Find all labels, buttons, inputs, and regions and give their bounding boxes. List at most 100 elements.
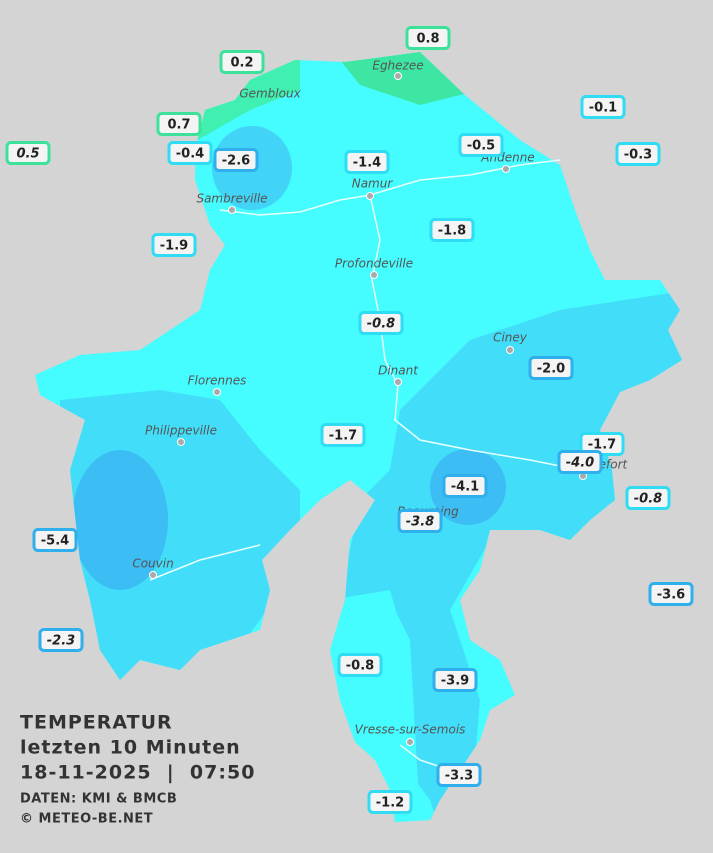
station: -1.7 [320, 423, 366, 447]
city-dot [366, 192, 374, 200]
station-box [320, 423, 366, 447]
city-label: Sambreville [196, 192, 267, 206]
station-box [557, 450, 603, 474]
station-box [429, 218, 475, 242]
station: 0.2 [219, 50, 265, 74]
station-box [436, 763, 482, 787]
station-value: 0.5 [16, 147, 39, 162]
city-label: Profondeville [335, 257, 413, 271]
station: -0.5 [458, 133, 504, 157]
city-dot [394, 378, 402, 386]
station: -2.3 [38, 628, 84, 652]
station-value: -0.8 [367, 317, 395, 332]
station-value: -2.6 [222, 154, 250, 169]
station: -1.4 [344, 150, 390, 174]
city-label: Philippeville [145, 424, 217, 438]
station-box [219, 50, 265, 74]
city-label: Florennes [188, 374, 247, 388]
city-label: Gembloux [239, 87, 301, 101]
station-value: -0.1 [589, 101, 617, 116]
title: TEMPERATUR [20, 712, 173, 734]
station-box [397, 509, 443, 533]
station-box [38, 628, 84, 652]
station: -3.8 [397, 509, 443, 533]
station-box [458, 133, 504, 157]
city-dot [213, 388, 221, 396]
station-box [625, 486, 671, 510]
station: 0.8 [405, 26, 451, 50]
station-value: -2.3 [47, 634, 75, 649]
city-dot [228, 206, 236, 214]
station-value: -1.7 [588, 438, 616, 453]
station-box [5, 141, 51, 165]
station-box [405, 26, 451, 50]
station-value: -0.8 [634, 492, 662, 507]
station: -0.8 [358, 311, 404, 335]
city-label: Ciney [493, 331, 528, 345]
station: -4.1 [442, 474, 488, 498]
station: -1.9 [151, 233, 197, 257]
station-box [358, 311, 404, 335]
station-box [580, 95, 626, 119]
station: 0.7 [156, 112, 202, 136]
city-dot [370, 271, 378, 279]
city-label: Namur [352, 177, 394, 191]
station-value: -3.9 [441, 674, 469, 689]
city-dot [406, 738, 414, 746]
station-value: -0.3 [624, 148, 652, 163]
station-value: -1.9 [160, 239, 188, 254]
station-value: -1.2 [376, 796, 404, 811]
stations: 0.8 0.2 0.7 0.5 -0.1 -0.4 -2.6 -1.4 -0.5 -0.3 -1.8… [5, 26, 694, 814]
station-value: -3.6 [657, 588, 685, 603]
station: -3.3 [436, 763, 482, 787]
station: -2.6 [213, 148, 259, 172]
station-value: -1.8 [438, 224, 466, 239]
station-box [156, 112, 202, 136]
station-value: -2.0 [537, 362, 565, 377]
station-value: -0.8 [346, 659, 374, 674]
station-value: -1.4 [353, 156, 381, 171]
station-value: -0.5 [467, 139, 495, 154]
station-box [367, 790, 413, 814]
station: -5.4 [32, 528, 78, 552]
station-box [213, 148, 259, 172]
station: -0.8 [337, 653, 383, 677]
city-dot [502, 165, 510, 173]
station-box [151, 233, 197, 257]
station: -0.8 [625, 486, 671, 510]
city-dot [394, 72, 402, 80]
station-box [167, 141, 213, 165]
station: -1.7 [579, 432, 625, 456]
station-box [615, 142, 661, 166]
station-value: -1.7 [329, 429, 357, 444]
info-block: TEMPERATUR letzten 10 Minuten 18-11-2025… [20, 712, 254, 827]
source: DATEN: KMI & BMCB [20, 792, 177, 807]
zone [340, 290, 682, 820]
station-box [442, 474, 488, 498]
station-value: -0.4 [176, 147, 204, 162]
station-value: 0.8 [416, 32, 439, 47]
station: -0.3 [615, 142, 661, 166]
copyright: © METEO-BE.NET [20, 812, 153, 827]
station-box [337, 653, 383, 677]
station-box [32, 528, 78, 552]
city-label: Dinant [378, 364, 419, 378]
city-dot [506, 346, 514, 354]
station: 0.5 [5, 141, 51, 165]
station-box [528, 356, 574, 380]
station-box [432, 668, 478, 692]
station-box [648, 582, 694, 606]
station: -1.2 [367, 790, 413, 814]
station: -0.1 [580, 95, 626, 119]
station-value: -4.1 [451, 480, 479, 495]
city-dot [149, 571, 157, 579]
station: -0.4 [167, 141, 213, 165]
station-value: -3.3 [445, 769, 473, 784]
city-label: Couvin [132, 557, 173, 571]
station-value: 0.2 [230, 56, 253, 71]
station-box [344, 150, 390, 174]
city-label: Vresse-sur-Semois [355, 723, 466, 737]
station: -3.9 [432, 668, 478, 692]
subtitle: letzten 10 Minuten [20, 737, 241, 759]
